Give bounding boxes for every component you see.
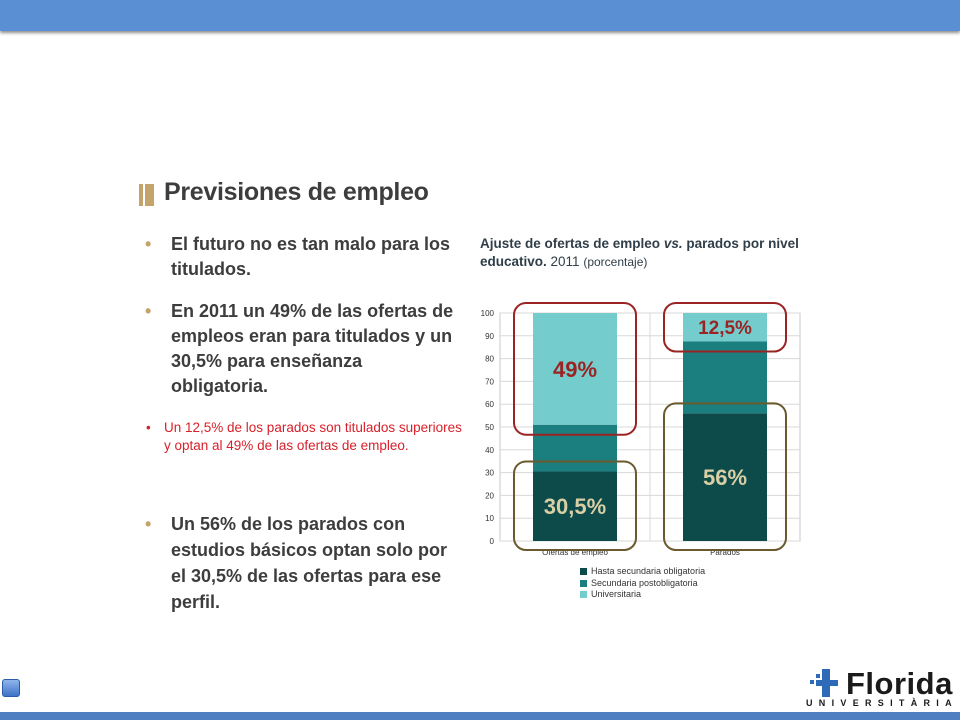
- y-tick-label: 40: [485, 446, 494, 455]
- legend-label: Universitaria: [591, 589, 642, 599]
- bullet-item: • El futuro no es tan malo para los titu…: [145, 232, 455, 284]
- title-marker: [139, 184, 154, 206]
- y-tick-label: 60: [485, 400, 494, 409]
- annotation-label: 12,5%: [698, 318, 752, 339]
- slide-nav-button[interactable]: [2, 679, 20, 697]
- y-tick-label: 0: [490, 537, 495, 546]
- y-tick-label: 90: [485, 332, 494, 341]
- bar-segment: [683, 413, 767, 541]
- florida-logo: Florida UNIVERSITÀRIA: [806, 666, 956, 710]
- bullet-dot: •: [145, 301, 152, 321]
- stacked-bar-chart: 0 10 20 30 40 50 60 70 80 90 100 Ofertas de empleo P…: [481, 302, 801, 557]
- y-tick-label: 50: [485, 423, 494, 432]
- bar-segment: [683, 313, 767, 342]
- legend-item: Secundaria postobligatoria: [580, 578, 705, 590]
- bullet-item: • Un 56% de los parados con estudios bás…: [145, 511, 465, 613]
- bullet-text: El futuro no es tan malo para los titula…: [171, 234, 451, 279]
- bullet-dot: •: [145, 234, 152, 254]
- legend-item: Hasta secundaria obligatoria: [580, 566, 705, 578]
- legend-item: Universitaria: [580, 589, 705, 601]
- y-tick-label: 80: [485, 355, 494, 364]
- bar-segment: [533, 424, 617, 472]
- logo-subtitle: UNIVERSITÀRIA: [806, 698, 958, 708]
- chart-title-part: parados por nivel educativo.: [480, 236, 799, 269]
- legend-swatch: [580, 591, 587, 599]
- y-tick-label: 10: [485, 514, 494, 523]
- logo-icon: [810, 669, 838, 697]
- y-tick-label: 70: [485, 377, 494, 386]
- annotation-frame: [663, 302, 787, 353]
- y-tick-label: 20: [485, 491, 494, 500]
- y-tick-label: 30: [485, 469, 494, 478]
- bar-segment: [533, 471, 617, 541]
- legend-swatch: [580, 568, 587, 576]
- bullet-dot: •: [146, 420, 151, 435]
- annotation-label: 30,5%: [544, 494, 606, 519]
- annotation-frame: [663, 402, 787, 551]
- top-bar: [0, 0, 960, 31]
- x-tick-label: Ofertas de empleo: [542, 548, 608, 557]
- annotation-frame: [513, 302, 637, 436]
- annotation-frame: [513, 460, 637, 552]
- bullet-item: • En 2011 un 49% de las ofertas de emple…: [145, 299, 465, 401]
- chart-title-part: Ajuste de ofertas de empleo: [480, 236, 664, 251]
- annotation-label: 49%: [553, 357, 597, 382]
- bullet-text: En 2011 un 49% de las ofertas de empleos…: [171, 301, 454, 396]
- legend-label: Secundaria postobligatoria: [591, 577, 698, 588]
- chart-legend: Hasta secundaria obligatoria Secundaria p…: [580, 566, 705, 601]
- x-tick-label: Parados: [710, 548, 740, 557]
- slide-title: Previsiones de empleo: [164, 178, 429, 206]
- chart-title-vs: vs.: [663, 236, 683, 251]
- logo-name: Florida: [846, 666, 953, 701]
- bottom-bar: [0, 712, 960, 720]
- y-tick-label: 100: [481, 309, 495, 318]
- bar-segment: [683, 341, 767, 414]
- legend-swatch: [580, 579, 587, 587]
- bullet-dot: •: [145, 514, 152, 534]
- chart-title: Ajuste de ofertas de empleo vs. parados …: [480, 235, 810, 271]
- chart-title-unit: (porcentaje): [583, 255, 648, 269]
- bar-segment: [533, 313, 617, 425]
- legend-label: Hasta secundaria obligatoria: [591, 566, 706, 576]
- chart-title-year: 2011: [546, 254, 584, 269]
- annotation-label: 56%: [703, 465, 747, 490]
- bullet-text: Un 56% de los parados con estudios básic…: [171, 514, 448, 612]
- highlight-bullet-text: Un 12,5% de los parados son titulados su…: [164, 420, 462, 453]
